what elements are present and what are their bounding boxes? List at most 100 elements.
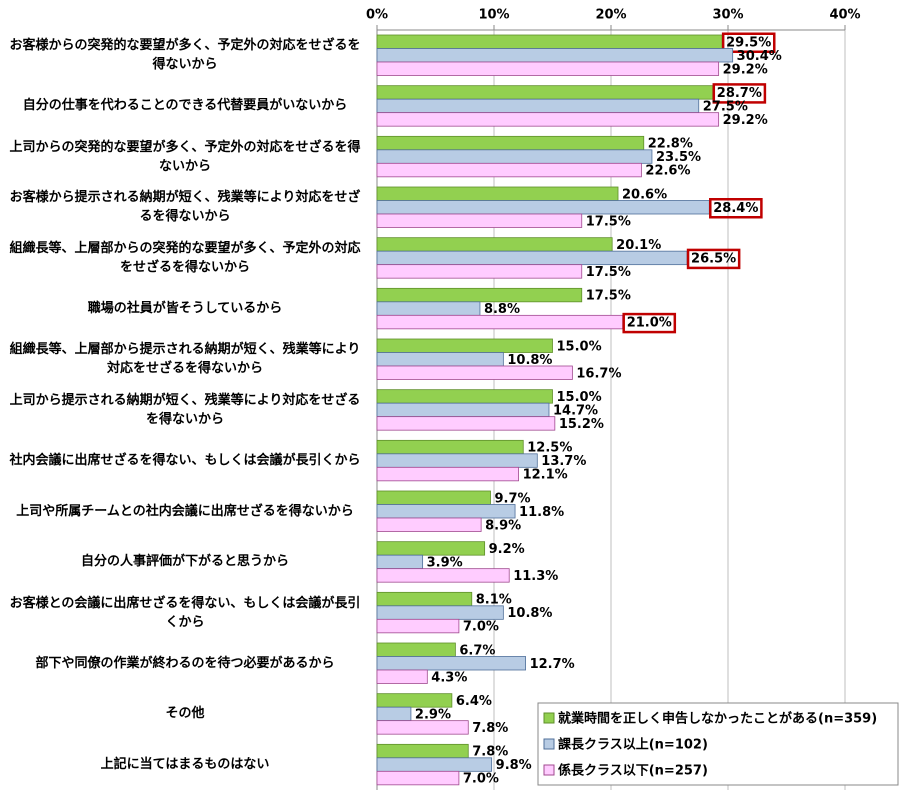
bar (376, 237, 613, 252)
bar (376, 264, 583, 279)
value-label: 10.8% (507, 606, 552, 621)
bar (376, 162, 642, 178)
value-label: 29.2% (723, 62, 768, 77)
category-label: 組織長等、上層部からの突発的な要望が多く、予定外の対応をせざるを得ないから (9, 240, 361, 275)
value-label: 4.3% (431, 670, 467, 685)
value-label: 17.5% (586, 289, 631, 304)
bar (376, 352, 504, 367)
value-label: 8.8% (484, 302, 520, 317)
bar (376, 453, 538, 468)
legend-box (537, 702, 899, 786)
value-label: 22.8% (648, 137, 693, 152)
bar (376, 706, 412, 722)
bar (376, 669, 428, 684)
legend-swatch (543, 738, 555, 750)
bar (376, 389, 553, 404)
bar (376, 250, 688, 266)
value-label: 15.2% (559, 417, 604, 432)
value-label: 21.0% (627, 316, 672, 331)
x-tick-label: 20% (595, 8, 626, 23)
legend-label: 就業時間を正しく申告しなかったことがある(n=359) (558, 711, 877, 727)
value-label: 10.8% (507, 353, 552, 368)
legend-label: 課長クラス以上(n=102) (558, 737, 708, 753)
category-label: 上司からの突発的な要望が多く、予定外の対応をせざるを得ないから (9, 139, 361, 174)
category-label: お客様との会議に出席せざるを得ない、もしくは会議が長引くから (9, 595, 361, 630)
value-label: 12.5% (527, 441, 572, 456)
bar (376, 656, 526, 671)
value-label: 11.8% (519, 505, 564, 520)
category-label: 自分の仕事を代わることのできる代替要員がいないから (22, 98, 348, 114)
value-label: 8.1% (476, 593, 512, 608)
value-label: 3.9% (427, 555, 463, 570)
value-label: 22.6% (645, 164, 690, 179)
legend-swatch (543, 764, 555, 776)
category-label: 上記に当てはまるものはない (100, 757, 270, 773)
highlight-box (721, 32, 776, 53)
bar (376, 402, 550, 418)
bar (376, 642, 456, 657)
bar (376, 186, 619, 201)
value-label: 16.7% (576, 366, 621, 381)
value-label: 29.2% (723, 113, 768, 128)
highlight-box (709, 198, 763, 219)
value-label: 7.0% (463, 772, 499, 787)
bar (376, 85, 714, 100)
category-label: 自分の人事評価が下がると思うから (80, 554, 289, 570)
bar (376, 213, 583, 228)
bar (376, 439, 524, 455)
value-label: 7.8% (472, 745, 508, 760)
bar (376, 135, 645, 151)
bar (376, 568, 510, 583)
bar (376, 34, 723, 49)
x-tick-label: 40% (829, 8, 860, 23)
value-label: 26.5% (691, 251, 736, 266)
bar (376, 287, 583, 303)
value-label: 28.7% (717, 86, 762, 101)
bar (376, 112, 720, 127)
bar (376, 365, 573, 380)
bar (376, 466, 519, 482)
value-label: 13.7% (541, 454, 586, 469)
value-label: 7.8% (472, 721, 508, 736)
value-label: 23.5% (656, 150, 701, 165)
value-label: 9.8% (496, 758, 532, 773)
value-label: 15.0% (557, 339, 602, 354)
bar (376, 517, 482, 532)
bar (376, 720, 469, 735)
value-label: 27.5% (703, 99, 748, 114)
value-label: 29.5% (726, 35, 771, 50)
category-label: 社内会議に出席せざるを得ない、もしくは会議が長引くから (9, 453, 361, 469)
bar (376, 554, 424, 570)
bar (376, 605, 504, 620)
category-label: お客様から提示される納期が短く、残業等により対応をせざるを得ないから (9, 190, 361, 225)
bar (376, 591, 473, 607)
value-label: 20.1% (616, 238, 661, 253)
value-label: 12.7% (530, 657, 575, 672)
x-tick-label: 30% (712, 8, 743, 23)
value-label: 15.0% (557, 390, 602, 405)
bar (376, 149, 653, 164)
value-label: 20.6% (622, 187, 667, 202)
value-label: 17.5% (586, 214, 631, 229)
value-label: 9.7% (494, 491, 530, 506)
value-label: 8.9% (485, 518, 521, 533)
value-label: 11.3% (513, 569, 558, 584)
bar (376, 416, 556, 431)
highlight-box (686, 248, 741, 270)
value-label: 17.5% (586, 265, 631, 280)
value-label: 12.1% (523, 468, 568, 483)
value-label: 6.4% (456, 694, 492, 709)
bar (376, 743, 469, 759)
bar (376, 314, 624, 330)
value-label: 9.2% (489, 542, 525, 557)
bar (376, 301, 481, 316)
bar (376, 770, 460, 786)
category-label: 上司から提示される納期が短く、残業等により対応をせざるを得ないから (9, 392, 361, 427)
legend-swatch (543, 712, 555, 724)
value-label: 7.0% (463, 620, 499, 635)
category-label: 職場の社員が皆そうしているから (87, 301, 283, 317)
bar (376, 200, 710, 215)
bar (376, 61, 720, 76)
